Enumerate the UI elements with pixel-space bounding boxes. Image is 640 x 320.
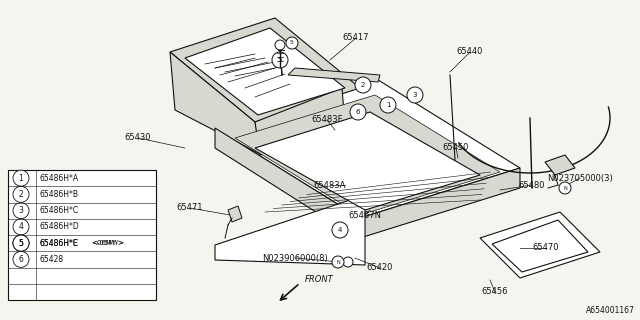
Circle shape [13, 203, 29, 219]
Text: 65471: 65471 [177, 204, 204, 212]
Text: 6: 6 [356, 109, 360, 115]
Bar [8, 170, 156, 300]
Text: 5: 5 [19, 239, 24, 248]
Circle shape [272, 52, 288, 68]
Circle shape [407, 87, 423, 103]
Text: 65417: 65417 [343, 34, 369, 43]
Text: 65440: 65440 [457, 47, 483, 57]
Text: 65467N: 65467N [349, 211, 381, 220]
Text: 3: 3 [413, 92, 417, 98]
Polygon shape [255, 88, 345, 155]
Text: 3: 3 [19, 206, 24, 215]
Circle shape [13, 170, 29, 186]
Text: N023705000(3): N023705000(3) [547, 173, 613, 182]
Text: <-05MY>: <-05MY> [91, 240, 124, 246]
Text: 2: 2 [361, 82, 365, 88]
Circle shape [332, 222, 348, 238]
Circle shape [13, 235, 29, 251]
Circle shape [343, 257, 353, 267]
Text: 65420: 65420 [367, 263, 393, 273]
Text: 5: 5 [278, 57, 282, 63]
Text: 65486H*B: 65486H*B [39, 190, 78, 199]
Circle shape [380, 97, 396, 113]
Text: 65486H*A: 65486H*A [39, 174, 78, 183]
Polygon shape [255, 112, 480, 210]
Circle shape [13, 235, 29, 251]
Text: N023906000(8): N023906000(8) [262, 253, 328, 262]
Circle shape [13, 235, 29, 251]
Polygon shape [215, 78, 520, 218]
Text: 2: 2 [19, 190, 24, 199]
Text: 5: 5 [19, 239, 24, 248]
Polygon shape [228, 206, 242, 222]
Circle shape [13, 186, 29, 202]
Text: 5: 5 [19, 239, 24, 248]
Text: 65486H*E: 65486H*E [39, 239, 77, 248]
Text: 4: 4 [338, 227, 342, 233]
Circle shape [355, 77, 371, 93]
Circle shape [275, 40, 285, 50]
Text: 1: 1 [19, 174, 24, 183]
Text: 4: 4 [19, 222, 24, 231]
Circle shape [13, 252, 29, 268]
Text: A654001167: A654001167 [586, 306, 635, 315]
Circle shape [13, 219, 29, 235]
Circle shape [559, 182, 571, 194]
Circle shape [286, 37, 298, 49]
Polygon shape [235, 95, 500, 215]
Text: 65486H*C: 65486H*C [39, 239, 78, 248]
Text: 65456: 65456 [482, 287, 508, 297]
Text: 65486H*D: 65486H*D [39, 222, 79, 231]
Text: 1: 1 [386, 102, 390, 108]
Text: 65480: 65480 [519, 180, 545, 189]
Polygon shape [215, 195, 365, 265]
Text: N: N [563, 186, 567, 190]
Text: 65486H*C: 65486H*C [39, 206, 78, 215]
Text: 65430: 65430 [125, 133, 151, 142]
Text: 65450: 65450 [443, 143, 469, 153]
Text: FRONT: FRONT [305, 276, 333, 284]
Text: 65470: 65470 [532, 244, 559, 252]
Circle shape [350, 104, 366, 120]
Text: N: N [336, 260, 340, 265]
Polygon shape [545, 155, 575, 175]
Polygon shape [492, 220, 588, 272]
Circle shape [332, 256, 344, 268]
Polygon shape [360, 168, 520, 238]
Text: 65428: 65428 [39, 255, 63, 264]
Polygon shape [215, 128, 360, 240]
Text: 65483F: 65483F [311, 116, 343, 124]
Text: 5: 5 [290, 41, 294, 45]
Polygon shape [288, 68, 380, 82]
Polygon shape [170, 18, 360, 122]
Polygon shape [170, 52, 262, 155]
Text: <06MY->: <06MY-> [91, 240, 124, 246]
Polygon shape [185, 28, 345, 115]
Polygon shape [480, 212, 600, 278]
Text: 65483A: 65483A [314, 180, 346, 189]
Circle shape [12, 218, 30, 236]
Text: 6: 6 [19, 255, 24, 264]
